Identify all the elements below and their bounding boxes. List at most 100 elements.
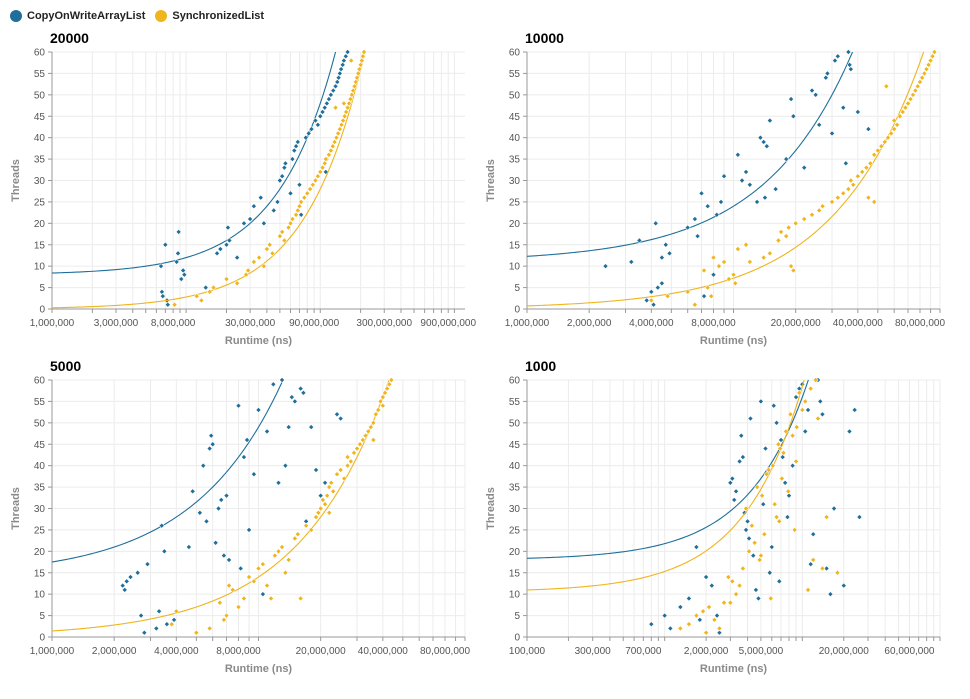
data-point-synchronized[interactable]	[317, 505, 324, 512]
data-point-synchronized[interactable]	[894, 121, 901, 128]
data-point-synchronized[interactable]	[711, 616, 718, 623]
data-point-copyonwrite[interactable]	[801, 164, 808, 171]
data-point-copyonwrite[interactable]	[241, 454, 247, 460]
data-point-synchronized[interactable]	[746, 258, 753, 265]
data-point-copyonwrite[interactable]	[270, 381, 277, 388]
data-point-synchronized[interactable]	[344, 454, 351, 460]
data-point-synchronized[interactable]	[885, 134, 891, 141]
data-point-synchronized[interactable]	[241, 595, 247, 602]
data-point-synchronized[interactable]	[221, 616, 227, 623]
data-point-copyonwrite[interactable]	[666, 250, 673, 257]
data-point-synchronized[interactable]	[878, 143, 885, 150]
data-point-copyonwrite[interactable]	[753, 586, 759, 593]
data-point-synchronized[interactable]	[234, 280, 241, 287]
data-point-copyonwrite[interactable]	[778, 437, 784, 443]
data-point-synchronized[interactable]	[173, 608, 180, 615]
data-point-synchronized[interactable]	[726, 276, 732, 282]
data-point-synchronized[interactable]	[362, 432, 369, 439]
data-point-synchronized[interactable]	[372, 411, 379, 418]
data-point-synchronized[interactable]	[807, 385, 814, 392]
data-point-copyonwrite[interactable]	[319, 109, 326, 115]
data-point-copyonwrite[interactable]	[313, 467, 319, 473]
data-point-copyonwrite[interactable]	[317, 492, 324, 499]
data-point-synchronized[interactable]	[327, 147, 334, 154]
data-point-synchronized[interactable]	[384, 385, 391, 392]
data-point-copyonwrite[interactable]	[127, 574, 134, 580]
data-point-synchronized[interactable]	[845, 186, 852, 192]
data-point-synchronized[interactable]	[727, 599, 734, 606]
data-point-synchronized[interactable]	[710, 254, 717, 261]
data-point-copyonwrite[interactable]	[317, 113, 324, 120]
data-point-synchronized[interactable]	[756, 557, 763, 563]
data-point-synchronized[interactable]	[840, 190, 847, 197]
data-point-synchronized[interactable]	[801, 216, 808, 222]
data-point-synchronized[interactable]	[223, 276, 230, 282]
data-point-copyonwrite[interactable]	[308, 126, 315, 132]
data-point-copyonwrite[interactable]	[846, 428, 853, 435]
data-point-synchronized[interactable]	[357, 441, 363, 448]
data-point-synchronized[interactable]	[307, 186, 313, 192]
data-point-synchronized[interactable]	[684, 288, 691, 295]
data-point-copyonwrite[interactable]	[750, 552, 757, 559]
data-point-copyonwrite[interactable]	[237, 565, 244, 572]
data-point-synchronized[interactable]	[761, 531, 768, 538]
data-point-synchronized[interactable]	[255, 565, 262, 572]
data-point-copyonwrite[interactable]	[805, 407, 811, 413]
data-point-copyonwrite[interactable]	[212, 539, 219, 546]
data-point-copyonwrite[interactable]	[259, 591, 266, 598]
data-point-synchronized[interactable]	[348, 57, 355, 64]
data-point-synchronized[interactable]	[282, 569, 289, 576]
data-point-copyonwrite[interactable]	[162, 241, 169, 248]
data-point-copyonwrite[interactable]	[121, 586, 128, 593]
data-point-synchronized[interactable]	[748, 522, 755, 529]
data-point-copyonwrite[interactable]	[123, 578, 130, 585]
data-point-copyonwrite[interactable]	[342, 53, 349, 60]
data-point-synchronized[interactable]	[356, 66, 363, 73]
data-point-copyonwrite[interactable]	[338, 66, 344, 73]
data-point-copyonwrite[interactable]	[336, 70, 343, 77]
data-point-synchronized[interactable]	[799, 407, 806, 413]
data-point-copyonwrite[interactable]	[658, 280, 665, 287]
data-point-copyonwrite[interactable]	[156, 608, 162, 615]
data-point-copyonwrite[interactable]	[766, 569, 773, 576]
data-point-synchronized[interactable]	[308, 527, 315, 533]
data-point-copyonwrite[interactable]	[786, 492, 792, 499]
data-point-synchronized[interactable]	[925, 61, 932, 68]
data-point-copyonwrite[interactable]	[744, 518, 751, 525]
data-point-copyonwrite[interactable]	[809, 87, 815, 94]
data-point-synchronized[interactable]	[785, 488, 792, 495]
data-point-copyonwrite[interactable]	[790, 113, 797, 120]
data-point-synchronized[interactable]	[686, 621, 692, 628]
data-point-synchronized[interactable]	[245, 267, 252, 274]
data-point-synchronized[interactable]	[693, 612, 700, 619]
legend-item-synchronized[interactable]: SynchronizedList	[155, 10, 264, 22]
data-point-synchronized[interactable]	[819, 565, 826, 572]
data-point-copyonwrite[interactable]	[788, 96, 794, 103]
data-point-copyonwrite[interactable]	[747, 415, 754, 422]
data-point-copyonwrite[interactable]	[648, 288, 655, 295]
data-point-copyonwrite[interactable]	[274, 199, 281, 205]
data-point-copyonwrite[interactable]	[218, 497, 225, 503]
data-point-synchronized[interactable]	[787, 411, 794, 418]
data-point-synchronized[interactable]	[365, 428, 372, 435]
data-point-copyonwrite[interactable]	[650, 301, 657, 308]
data-point-synchronized[interactable]	[802, 398, 809, 405]
data-point-copyonwrite[interactable]	[840, 582, 847, 589]
data-point-copyonwrite[interactable]	[739, 454, 746, 460]
data-point-synchronized[interactable]	[326, 151, 332, 158]
data-point-synchronized[interactable]	[899, 109, 906, 115]
data-point-synchronized[interactable]	[902, 104, 909, 111]
data-point-synchronized[interactable]	[796, 389, 803, 396]
data-point-synchronized[interactable]	[313, 514, 319, 520]
data-point-copyonwrite[interactable]	[733, 488, 739, 495]
data-point-synchronized[interactable]	[891, 117, 898, 124]
data-point-copyonwrite[interactable]	[727, 479, 734, 486]
data-point-copyonwrite[interactable]	[738, 432, 745, 439]
data-point-copyonwrite[interactable]	[196, 509, 203, 516]
data-point-synchronized[interactable]	[785, 224, 792, 231]
data-point-synchronized[interactable]	[301, 194, 308, 201]
data-point-copyonwrite[interactable]	[746, 181, 753, 188]
data-point-synchronized[interactable]	[664, 293, 671, 300]
data-point-synchronized[interactable]	[341, 113, 348, 120]
data-point-synchronized[interactable]	[198, 297, 205, 304]
